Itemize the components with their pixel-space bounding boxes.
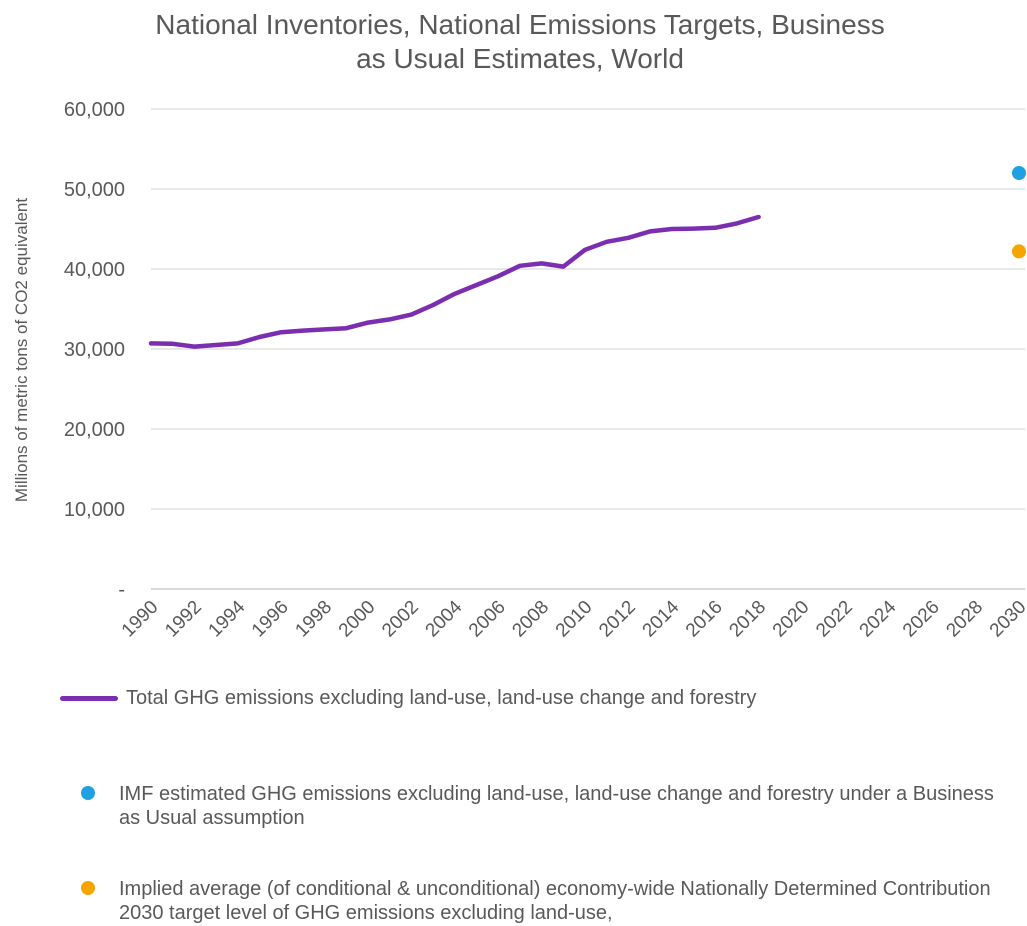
x-tick-label: 2006	[465, 597, 510, 642]
x-tick-label: 2014	[639, 596, 684, 641]
chart-title: National Inventories, National Emissions…	[155, 9, 885, 74]
gridlines	[151, 108, 1025, 590]
x-tick-labels: 1990199219941996199820002002200420062008…	[118, 596, 1027, 641]
x-tick-label: 2018	[725, 597, 770, 642]
x-tick-label: 2026	[899, 597, 944, 642]
legend-dot-bau	[81, 786, 95, 800]
legend-label-total-ghg: Total GHG emissions excluding land-use, …	[126, 687, 757, 709]
y-tick-label: 40,000	[64, 259, 125, 281]
x-tick-label: 1996	[248, 597, 293, 642]
x-tick-label: 2002	[378, 597, 423, 642]
x-tick-label: 1992	[161, 597, 206, 642]
series-marks	[148, 166, 1026, 349]
line-chart: - 10,000 20,000 30,000 40,000 50,000 60,000 19…	[64, 99, 1027, 641]
y-tick-label: 10,000	[64, 499, 125, 521]
x-tick-label: 2012	[595, 597, 640, 642]
legend-item-total-ghg: Total GHG emissions excluding land-use, …	[60, 686, 756, 710]
x-tick-label: 2024	[856, 596, 901, 641]
x-tick-label: 2022	[812, 597, 857, 642]
x-tick-label: 2016	[682, 597, 727, 642]
x-tick-label: 1998	[291, 597, 336, 642]
x-tick-label: 2020	[769, 597, 814, 642]
x-tick-label: 2004	[422, 596, 467, 641]
x-tick-label: 1990	[118, 597, 163, 642]
scatter-point	[1012, 244, 1026, 259]
legend-line-swatch	[60, 695, 118, 701]
y-tick-label: 50,000	[64, 179, 125, 201]
legend-dot-ndc	[81, 881, 95, 895]
y-tick-label: 60,000	[64, 99, 125, 121]
y-tick-label: 30,000	[64, 339, 125, 361]
y-tick-label: 20,000	[64, 419, 125, 441]
x-tick-label: 2000	[335, 597, 380, 642]
legend-label-ndc: Implied average (of conditional & uncond…	[119, 878, 991, 924]
x-tick-label: 2028	[942, 597, 987, 642]
y-tick-label: -	[118, 579, 125, 601]
x-tick-label: 2008	[508, 597, 553, 642]
legend-label-bau: IMF estimated GHG emissions excluding la…	[119, 783, 994, 829]
scatter-point	[1012, 166, 1026, 180]
x-tick-label: 2030	[986, 597, 1027, 642]
y-tick-labels: - 10,000 20,000 30,000 40,000 50,000 60,000	[64, 99, 125, 601]
x-tick-label: 1994	[205, 596, 250, 641]
series-line	[148, 214, 761, 349]
x-tick-label: 2010	[552, 597, 597, 642]
